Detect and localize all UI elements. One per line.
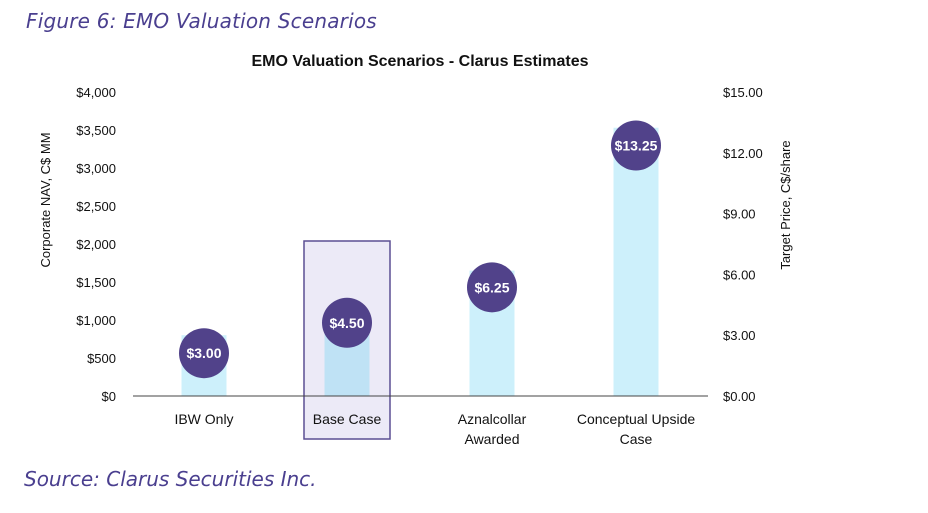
left-tick-label: $3,000 [76, 161, 116, 176]
price-label: $6.25 [474, 279, 509, 295]
left-tick-label: $500 [87, 351, 116, 366]
left-tick-label: $4,000 [76, 85, 116, 100]
bars [181, 127, 659, 396]
category-labels: IBW Only Base Case Aznalcollar Awarded Conce… [174, 411, 695, 447]
right-axis-label: Target Price, C$/share [778, 140, 793, 269]
category-label: Base Case [313, 411, 382, 427]
right-tick-label: $0.00 [723, 389, 756, 404]
left-axis-label: Corporate NAV, C$ MM [38, 132, 53, 267]
price-bubble [611, 120, 661, 171]
right-tick-label: $3.00 [723, 328, 756, 343]
figure-title: Figure 6: EMO Valuation Scenarios [26, 9, 377, 33]
price-label: $13.25 [615, 137, 658, 153]
left-tick-label: $1,000 [76, 313, 116, 328]
category-label: IBW Only [174, 411, 233, 427]
right-tick-label: $15.00 [723, 85, 763, 100]
left-tick-label: $2,500 [76, 199, 116, 214]
left-tick-label: $3,500 [76, 123, 116, 138]
price-bubble [179, 328, 229, 379]
price-bubble [322, 297, 372, 348]
category-label: Aznalcollar [458, 411, 527, 427]
category-label: Conceptual Upside [577, 411, 696, 427]
price-label: $4.50 [329, 315, 364, 331]
left-tick-label: $0 [102, 389, 116, 404]
category-label: Awarded [464, 431, 519, 447]
bar [613, 127, 659, 396]
chart-title: EMO Valuation Scenarios - Clarus Estimat… [252, 53, 589, 70]
category-label: Case [620, 431, 653, 447]
right-tick-label: $12.00 [723, 146, 763, 161]
left-axis-ticks: $0 $500 $1,000 $1,500 $2,000 $2,500 $3,000 $3,5… [76, 85, 116, 404]
left-tick-label: $2,000 [76, 237, 116, 252]
price-markers: $3.00 $4.50 $6.25 $13.25 [179, 120, 661, 379]
left-tick-label: $1,500 [76, 275, 116, 290]
right-tick-label: $9.00 [723, 207, 756, 222]
price-bubble [467, 262, 517, 313]
right-tick-label: $6.00 [723, 267, 756, 282]
price-label: $3.00 [186, 345, 221, 361]
right-axis-ticks: $0.00 $3.00 $6.00 $9.00 $12.00 $15.00 [723, 85, 763, 404]
source-note: Source: Clarus Securities Inc. [24, 467, 317, 491]
